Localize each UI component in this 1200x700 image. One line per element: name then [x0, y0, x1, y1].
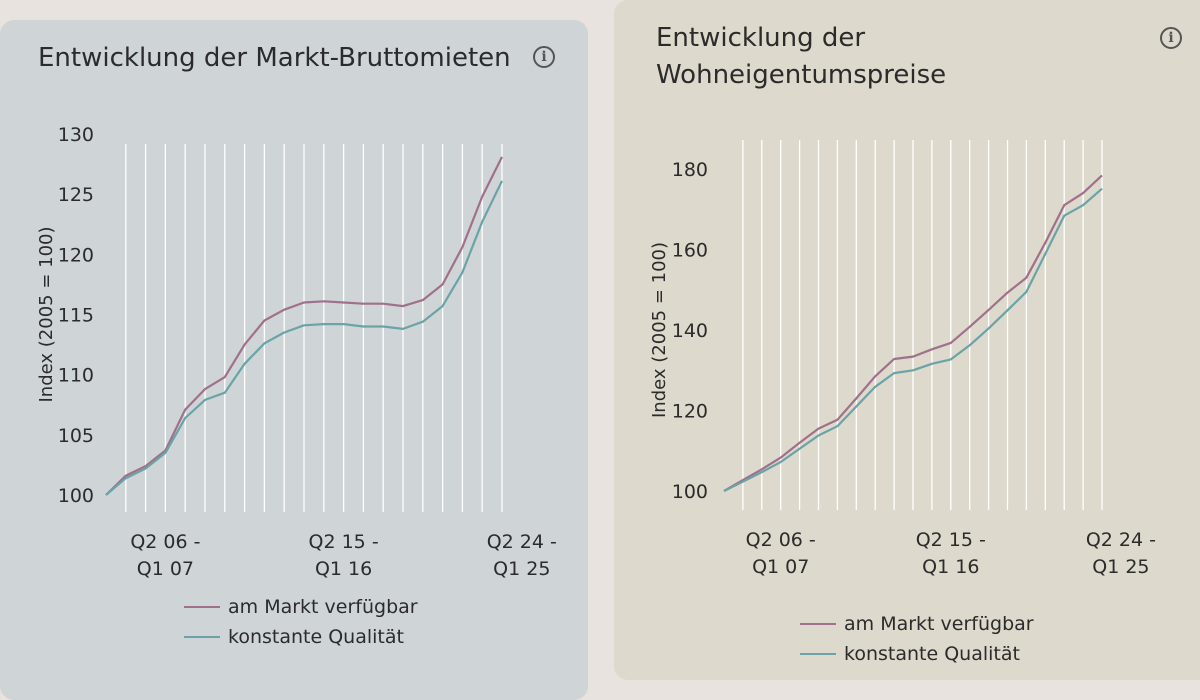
- y-tick-label: 140: [672, 320, 708, 342]
- x-tick-label: Q2 06 -: [746, 529, 816, 551]
- y-tick-label: 120: [672, 401, 708, 423]
- legend-label: am Markt verfügbar: [844, 613, 1034, 635]
- y-tick-label: 100: [672, 481, 708, 503]
- y-tick-label: 180: [672, 159, 708, 181]
- x-tick-label: Q1 25: [493, 558, 550, 580]
- y-tick-label: 115: [58, 305, 94, 327]
- y-axis-label: Index (2005 = 100): [649, 242, 670, 418]
- legend-swatch: [184, 636, 220, 638]
- legend-label: am Markt verfügbar: [228, 596, 418, 618]
- legend-swatch: [800, 653, 836, 655]
- legend-label: konstante Qualität: [228, 626, 404, 648]
- y-tick-label: 160: [672, 240, 708, 262]
- x-tick-label: Q1 16: [315, 558, 372, 580]
- x-tick-label: Q1 07: [752, 556, 809, 578]
- chart-legend: am Markt verfügbar konstante Qualität: [800, 609, 1034, 669]
- x-tick-label: Q1 25: [1092, 556, 1149, 578]
- legend-swatch: [800, 623, 836, 625]
- chart-card-rents: Entwicklung der Markt-Bruttomieten i 100…: [0, 20, 588, 700]
- y-tick-label: 105: [58, 425, 94, 447]
- x-tick-label: Q2 15 -: [309, 531, 379, 553]
- chart-legend: am Markt verfügbar konstante Qualität: [184, 592, 418, 652]
- chart-title: Entwicklung der Markt-Bruttomieten: [38, 43, 511, 73]
- chart-plot-owner: 100 120 140 160 180 Index (2005 = 100) Q2 06 -…: [649, 140, 1156, 578]
- y-tick-label: 130: [58, 124, 94, 146]
- x-tick-label: Q1 07: [137, 558, 194, 580]
- legend-swatch: [184, 606, 220, 608]
- series-line: [723, 174, 1103, 492]
- info-icon[interactable]: i: [1160, 27, 1182, 49]
- series-line: [105, 180, 503, 496]
- legend-item: am Markt verfügbar: [184, 592, 418, 622]
- y-axis-label: Index (2005 = 100): [36, 226, 57, 402]
- x-tick-label: Q2 15 -: [916, 529, 986, 551]
- legend-item: konstante Qualität: [800, 639, 1034, 669]
- y-tick-label: 120: [58, 244, 94, 266]
- series-line: [105, 156, 503, 496]
- chart-title: Entwicklung der Wohneigentumspreise: [656, 23, 947, 90]
- legend-label: konstante Qualität: [844, 643, 1020, 665]
- x-tick-label: Q2 24 -: [1086, 529, 1156, 551]
- x-tick-label: Q2 06 -: [130, 531, 200, 553]
- x-tick-label: Q2 24 -: [487, 531, 557, 553]
- series-line: [723, 187, 1103, 492]
- y-tick-label: 125: [58, 184, 94, 206]
- chart-plot-rents: 100 105 110 115 120 125 130 Index (2005 = 100) Q…: [36, 124, 557, 580]
- legend-item: am Markt verfügbar: [800, 609, 1034, 639]
- legend-item: konstante Qualität: [184, 622, 418, 652]
- info-icon[interactable]: i: [533, 46, 555, 68]
- y-tick-label: 110: [58, 365, 94, 387]
- y-tick-label: 100: [58, 485, 94, 507]
- chart-card-owner: Entwicklung der Wohneigentumspreise i 10…: [614, 0, 1200, 680]
- x-tick-label: Q1 16: [922, 556, 979, 578]
